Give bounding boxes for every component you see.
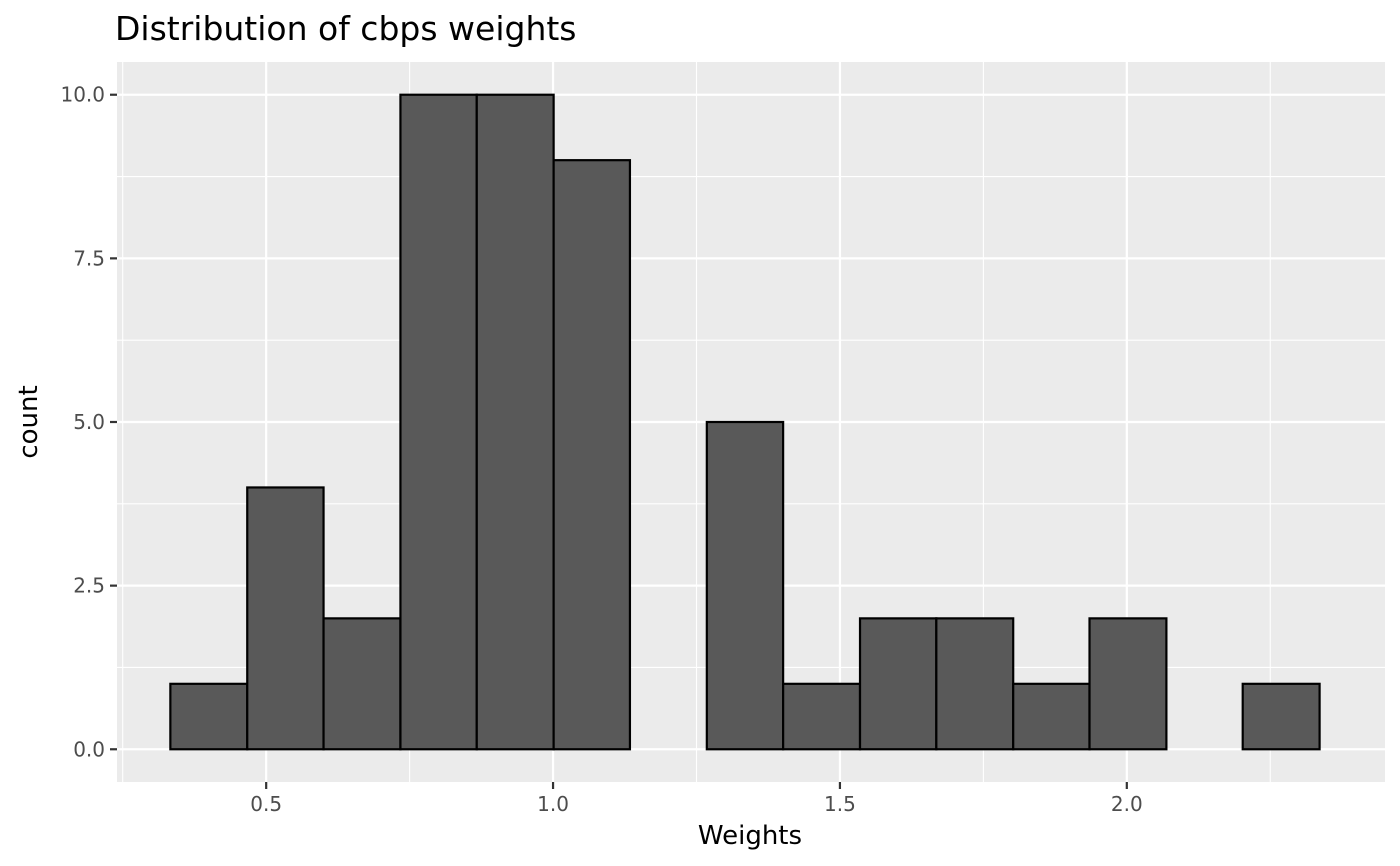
histogram-bar-15 (1241, 682, 1321, 751)
histogram-bar-12 (1012, 682, 1091, 751)
histogram-bar-2 (246, 486, 325, 751)
x-tick-label: 1.0 (537, 792, 569, 816)
x-tick-label: 0.5 (250, 792, 282, 816)
histogram-bar-3 (322, 617, 402, 751)
x-axis-title: Weights (698, 821, 802, 851)
histogram-bar-5 (475, 93, 555, 751)
y-tick-label: 0.0 (73, 737, 105, 761)
histogram-bar-4 (399, 93, 478, 751)
y-axis-title: count (14, 385, 44, 458)
y-axis: 0.0 2.5 5.0 7.5 10.0 (60, 83, 117, 761)
histogram-bar-10 (858, 617, 938, 751)
histogram-bar-13 (1088, 617, 1168, 751)
histogram-bar-11 (935, 617, 1015, 751)
histogram-bars (169, 93, 1321, 751)
y-tick-label: 7.5 (73, 246, 105, 270)
y-tick-label: 10.0 (60, 83, 105, 107)
x-axis: 0.5 1.0 1.5 2.0 (250, 782, 1143, 816)
y-tick-label: 5.0 (73, 410, 105, 434)
x-tick-label: 1.5 (824, 792, 856, 816)
histogram-bar-9 (782, 682, 862, 751)
chart-title: Distribution of cbps weights (115, 9, 576, 48)
y-tick-label: 2.5 (73, 574, 105, 598)
histogram-bar-6 (552, 159, 632, 751)
histogram-bar-8 (705, 420, 785, 751)
x-tick-label: 2.0 (1111, 792, 1143, 816)
histogram-bar-1 (169, 682, 249, 751)
